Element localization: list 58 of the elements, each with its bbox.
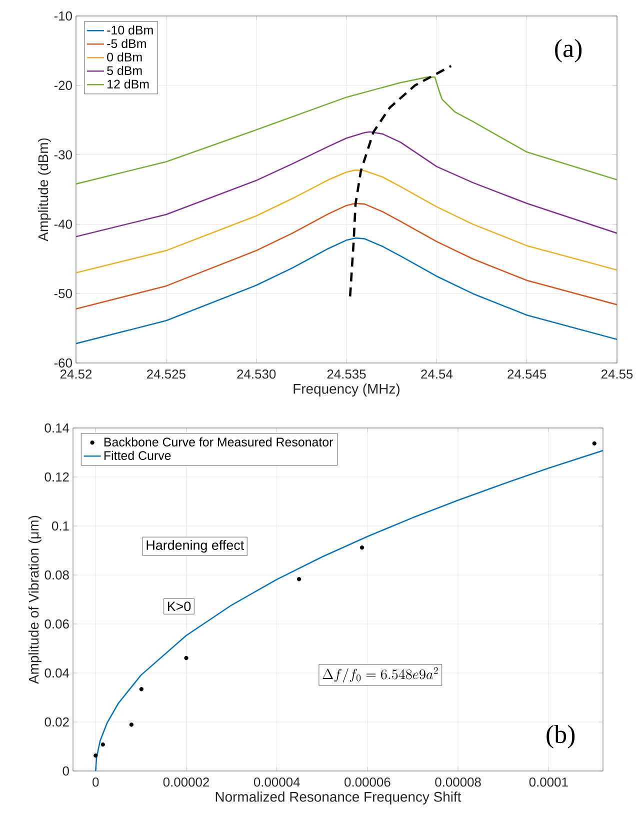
point <box>592 441 597 446</box>
point <box>360 545 364 550</box>
y-tick-label: -30 <box>54 150 72 160</box>
y-tick-label: 0.1 <box>52 521 70 531</box>
line-series <box>76 76 618 185</box>
x-tick-label: 0 <box>92 778 99 787</box>
y-tick-label: -20 <box>54 80 72 90</box>
point <box>297 577 302 582</box>
y-axis-title: Amplitude of Vibration (μm) <box>28 516 42 684</box>
legend-label: Fitted Curve <box>104 450 171 460</box>
line-series <box>76 169 618 274</box>
annotation: $\Delta f/f_0 = 6.548e9a^2$ <box>322 667 438 683</box>
y-tick-label: 0.06 <box>45 619 70 629</box>
x-tick-label: 0.0001 <box>530 778 568 787</box>
x-tick-label: 24.525 <box>147 370 186 379</box>
legend-label: -5 dBm <box>107 38 146 48</box>
x-tick-label: 24.54 <box>421 370 453 379</box>
line-series <box>349 64 452 298</box>
x-tick-label: 0.00002 <box>164 778 210 787</box>
point <box>94 753 98 758</box>
x-tick-label: 24.530 <box>237 370 276 379</box>
point <box>184 656 189 660</box>
annotation: (a) <box>555 38 582 62</box>
point <box>101 742 106 747</box>
y-tick-label: -10 <box>54 11 72 21</box>
x-axis-title: Frequency (MHz) <box>294 384 400 397</box>
line-series <box>95 450 604 771</box>
annotation: Hardening effect <box>147 540 244 553</box>
legend-label: 12 dBm <box>108 79 149 89</box>
x-tick-label: 0.00006 <box>344 778 391 787</box>
legend-label: Backbone Curve for Measured Resonator <box>104 437 334 446</box>
annotation: (b) <box>546 724 575 748</box>
y-tick-label: 0 <box>63 766 70 776</box>
y-tick-label: 0.02 <box>45 717 70 727</box>
line-series <box>76 202 618 310</box>
point <box>140 687 144 692</box>
legend-label: -10 dBm <box>107 25 154 35</box>
x-tick-label: 24.545 <box>508 370 546 379</box>
legend-label: 0 dBm <box>107 52 142 62</box>
x-tick-label: 24.52 <box>60 370 92 379</box>
y-tick-label: 0.12 <box>45 472 70 482</box>
line-series <box>76 131 618 238</box>
y-tick-label: 0.08 <box>45 570 70 580</box>
point <box>130 722 134 727</box>
y-axis-title: Amplitude (dBm) <box>38 138 52 242</box>
y-tick-label: -50 <box>54 289 72 298</box>
x-tick-label: 24.55 <box>602 370 633 379</box>
y-tick-label: 0.04 <box>45 668 70 678</box>
x-tick-label: 0.00008 <box>435 778 482 787</box>
legend-label: 5 dBm <box>107 66 142 76</box>
x-tick-label: 24.535 <box>328 370 366 379</box>
y-tick-label: -40 <box>54 220 72 229</box>
x-axis-title: Normalized Resonance Frequency Shift <box>216 792 462 805</box>
line-series <box>76 237 618 344</box>
y-tick-label: -60 <box>54 358 72 368</box>
x-tick-label: 0.00004 <box>254 778 300 787</box>
y-tick-label: 0.14 <box>45 423 70 433</box>
annotation: K>0 <box>168 602 191 612</box>
